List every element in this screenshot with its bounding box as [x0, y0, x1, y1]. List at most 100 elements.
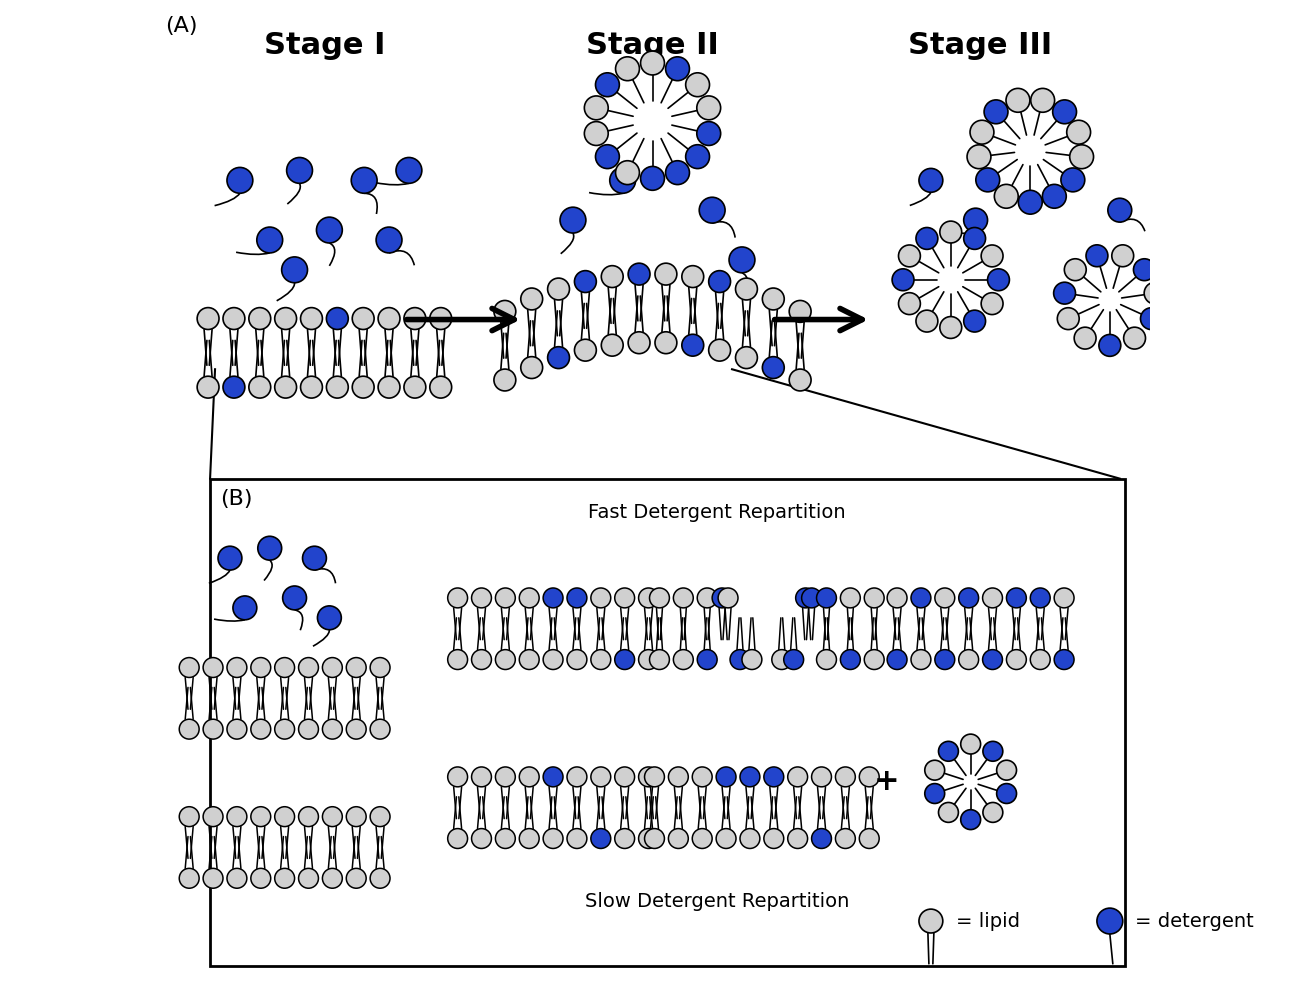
- Circle shape: [429, 308, 452, 329]
- Circle shape: [300, 376, 322, 398]
- Circle shape: [591, 650, 611, 670]
- Circle shape: [1031, 650, 1051, 670]
- Circle shape: [496, 650, 515, 670]
- Circle shape: [650, 650, 669, 670]
- Circle shape: [1031, 588, 1051, 608]
- Circle shape: [223, 376, 245, 398]
- Circle shape: [681, 265, 703, 287]
- Circle shape: [1141, 308, 1163, 330]
- Circle shape: [251, 719, 270, 739]
- Circle shape: [595, 145, 620, 168]
- Circle shape: [322, 868, 342, 888]
- Circle shape: [835, 829, 855, 848]
- Circle shape: [997, 784, 1017, 804]
- Circle shape: [322, 807, 342, 827]
- Circle shape: [796, 588, 816, 608]
- Circle shape: [227, 719, 247, 739]
- Circle shape: [983, 650, 1002, 670]
- Circle shape: [716, 767, 736, 787]
- Circle shape: [405, 308, 425, 329]
- Circle shape: [326, 376, 348, 398]
- Circle shape: [227, 658, 247, 677]
- Circle shape: [699, 197, 726, 223]
- Circle shape: [1124, 327, 1146, 349]
- Circle shape: [740, 829, 760, 848]
- Circle shape: [981, 245, 1004, 267]
- Circle shape: [274, 719, 295, 739]
- Circle shape: [609, 167, 636, 193]
- Circle shape: [840, 588, 860, 608]
- Circle shape: [763, 767, 784, 787]
- Circle shape: [566, 829, 587, 848]
- Circle shape: [1054, 588, 1074, 608]
- Circle shape: [1086, 245, 1108, 267]
- Circle shape: [560, 207, 586, 233]
- Text: Slow Detergent Repartition: Slow Detergent Repartition: [585, 892, 850, 911]
- Circle shape: [645, 767, 664, 787]
- Circle shape: [519, 588, 539, 608]
- Circle shape: [179, 807, 200, 827]
- Circle shape: [967, 145, 990, 168]
- Circle shape: [1065, 259, 1086, 280]
- Circle shape: [685, 145, 710, 168]
- Circle shape: [638, 829, 659, 848]
- Circle shape: [1006, 588, 1026, 608]
- Circle shape: [471, 767, 492, 787]
- Circle shape: [1053, 100, 1077, 124]
- Circle shape: [274, 868, 295, 888]
- Circle shape: [666, 57, 689, 81]
- Circle shape: [602, 334, 624, 356]
- Circle shape: [299, 658, 318, 677]
- Circle shape: [595, 73, 620, 97]
- Circle shape: [574, 339, 596, 361]
- FancyBboxPatch shape: [210, 479, 1125, 966]
- Circle shape: [346, 658, 367, 677]
- Circle shape: [179, 719, 200, 739]
- Circle shape: [938, 742, 958, 762]
- Circle shape: [496, 767, 515, 787]
- Circle shape: [585, 96, 608, 120]
- Circle shape: [615, 588, 634, 608]
- Circle shape: [697, 588, 718, 608]
- Circle shape: [963, 208, 988, 232]
- Circle shape: [227, 807, 247, 827]
- Circle shape: [548, 278, 569, 300]
- Circle shape: [790, 369, 812, 391]
- Circle shape: [548, 347, 569, 369]
- Circle shape: [940, 221, 962, 243]
- Circle shape: [716, 829, 736, 848]
- Circle shape: [448, 650, 467, 670]
- Circle shape: [223, 308, 245, 329]
- Circle shape: [666, 161, 689, 184]
- Circle shape: [602, 265, 624, 287]
- Circle shape: [1112, 245, 1134, 267]
- Circle shape: [784, 650, 804, 670]
- Circle shape: [736, 347, 757, 369]
- Circle shape: [448, 767, 467, 787]
- Circle shape: [959, 588, 979, 608]
- Circle shape: [282, 257, 308, 283]
- Circle shape: [925, 784, 945, 804]
- Circle shape: [287, 158, 312, 183]
- Circle shape: [1134, 259, 1155, 280]
- Text: Stage II: Stage II: [586, 31, 719, 60]
- Circle shape: [887, 650, 907, 670]
- Circle shape: [371, 868, 390, 888]
- Circle shape: [346, 719, 367, 739]
- Circle shape: [1057, 308, 1079, 330]
- Circle shape: [299, 807, 318, 827]
- Text: (A): (A): [166, 16, 198, 36]
- Circle shape: [317, 606, 342, 630]
- Circle shape: [899, 245, 920, 267]
- Circle shape: [685, 73, 710, 97]
- Circle shape: [740, 767, 760, 787]
- Circle shape: [697, 650, 718, 670]
- Circle shape: [251, 807, 270, 827]
- Circle shape: [713, 588, 732, 608]
- Circle shape: [616, 57, 639, 81]
- Circle shape: [771, 650, 792, 670]
- Circle shape: [204, 719, 223, 739]
- Circle shape: [812, 767, 831, 787]
- Circle shape: [938, 803, 958, 823]
- Circle shape: [1108, 198, 1131, 222]
